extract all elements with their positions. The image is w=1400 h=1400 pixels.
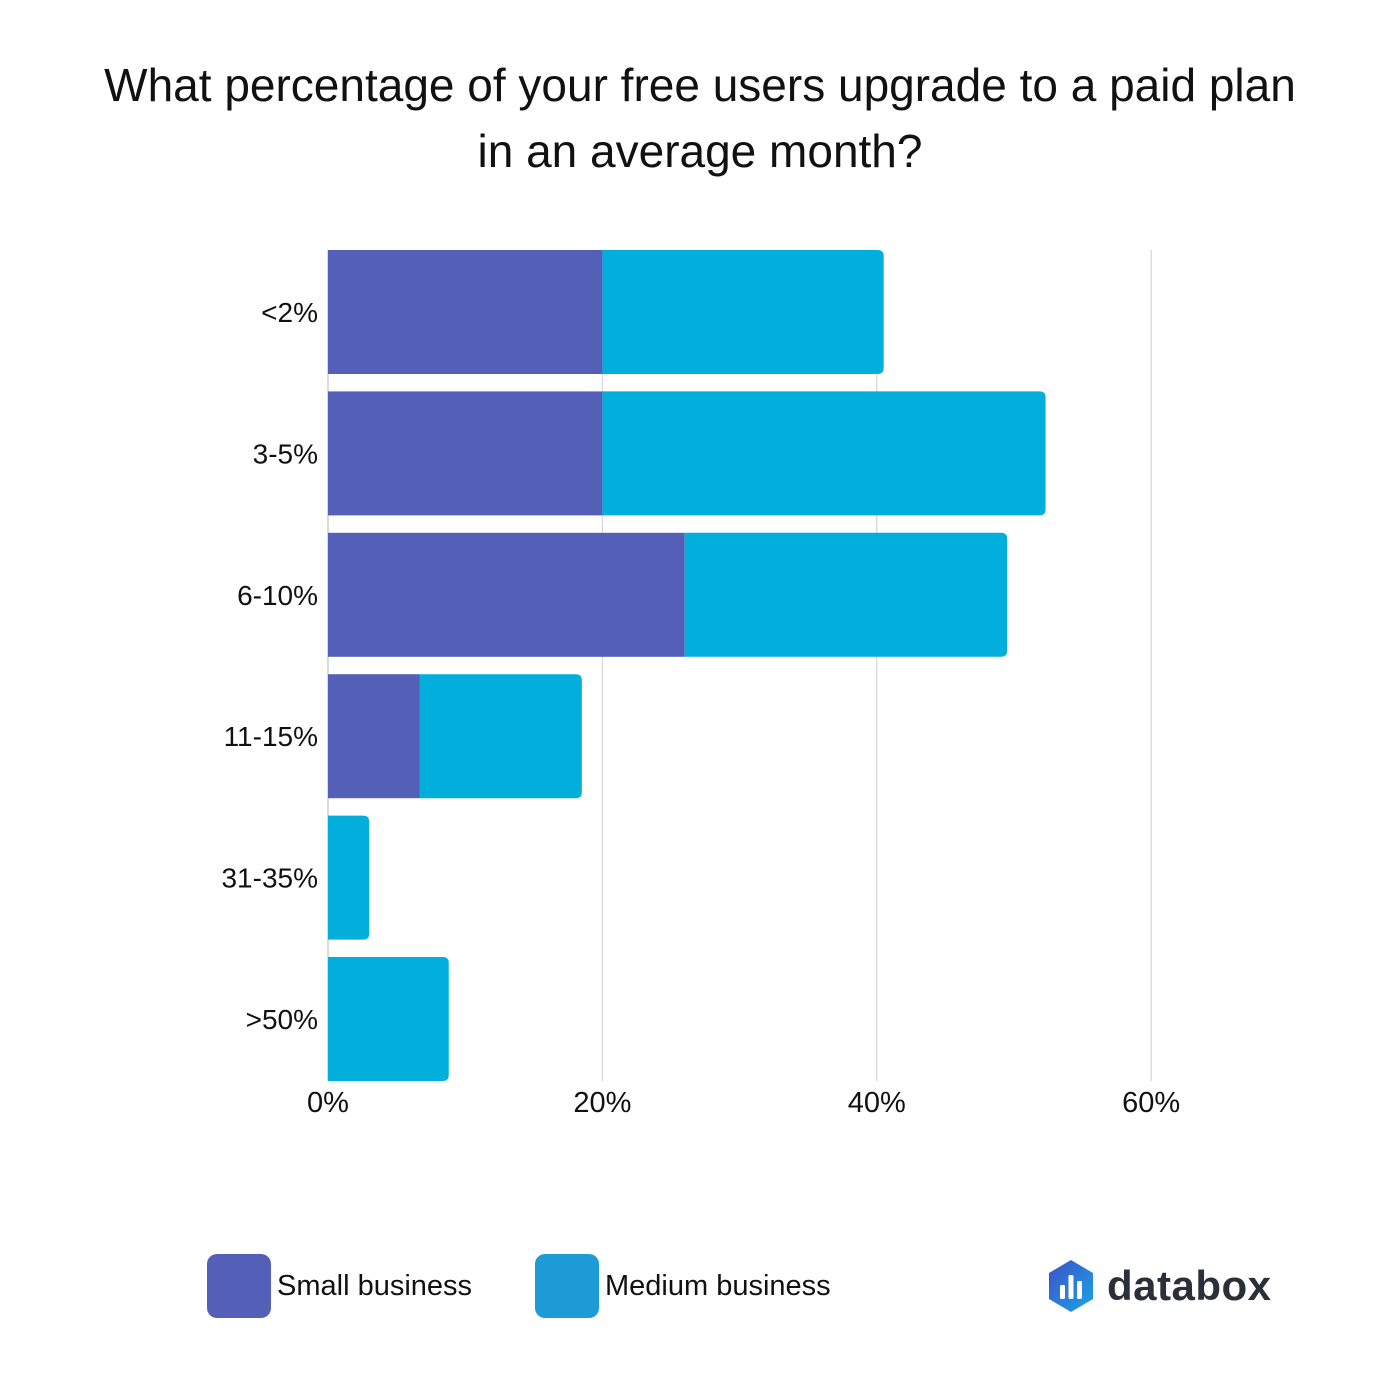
category-label-1: <2% (261, 297, 318, 328)
legend-item-medium-business: Medium business (535, 1253, 831, 1319)
category-label-2: 3-5% (253, 438, 318, 469)
databox-logo-icon (1049, 1260, 1093, 1312)
bar-small-business-4 (328, 674, 420, 799)
category-label-5: 31-35% (221, 863, 318, 894)
x-tick-label-40: 40% (848, 1087, 906, 1119)
bar-medium-business-4 (419, 674, 582, 799)
bar-medium-business-2 (602, 391, 1046, 516)
brand-name: databox (1107, 1262, 1272, 1309)
x-tick-label-60: 60% (1122, 1087, 1180, 1119)
bar-small-business-1 (328, 250, 603, 374)
category-label-3: 6-10% (237, 580, 318, 611)
bar-medium-business-3 (684, 532, 1008, 657)
legend-item-small-business: Small business (207, 1253, 472, 1319)
category-label-4: 11-15% (224, 721, 318, 752)
category-labels: <2% 3-5% 6-10% 11-15% 31-35% >50% (221, 297, 318, 1035)
x-tick-label-0: 0% (307, 1087, 349, 1119)
bar-medium-business-5 (328, 815, 370, 940)
legend-swatch-medium-business (535, 1254, 599, 1318)
grid-lines (327, 250, 1152, 1081)
legend-swatch-small-business (207, 1254, 271, 1318)
bars (328, 250, 1046, 1081)
bar-medium-business-1 (602, 250, 884, 374)
x-tick-labels: 0% 20% 40% 60% (307, 1087, 1180, 1119)
legend-label-medium-business: Medium business (605, 1269, 831, 1302)
bar-medium-business-6 (328, 957, 449, 1081)
category-label-6: >50% (246, 1004, 318, 1035)
bar-small-business-3 (328, 532, 685, 657)
x-tick-label-20: 20% (573, 1087, 631, 1119)
bar-small-business-2 (328, 391, 603, 516)
legend-label-small-business: Small business (277, 1269, 473, 1302)
brand-logo: databox (1047, 1258, 1272, 1314)
chart-title: What percentage of your free users upgra… (104, 59, 1296, 177)
